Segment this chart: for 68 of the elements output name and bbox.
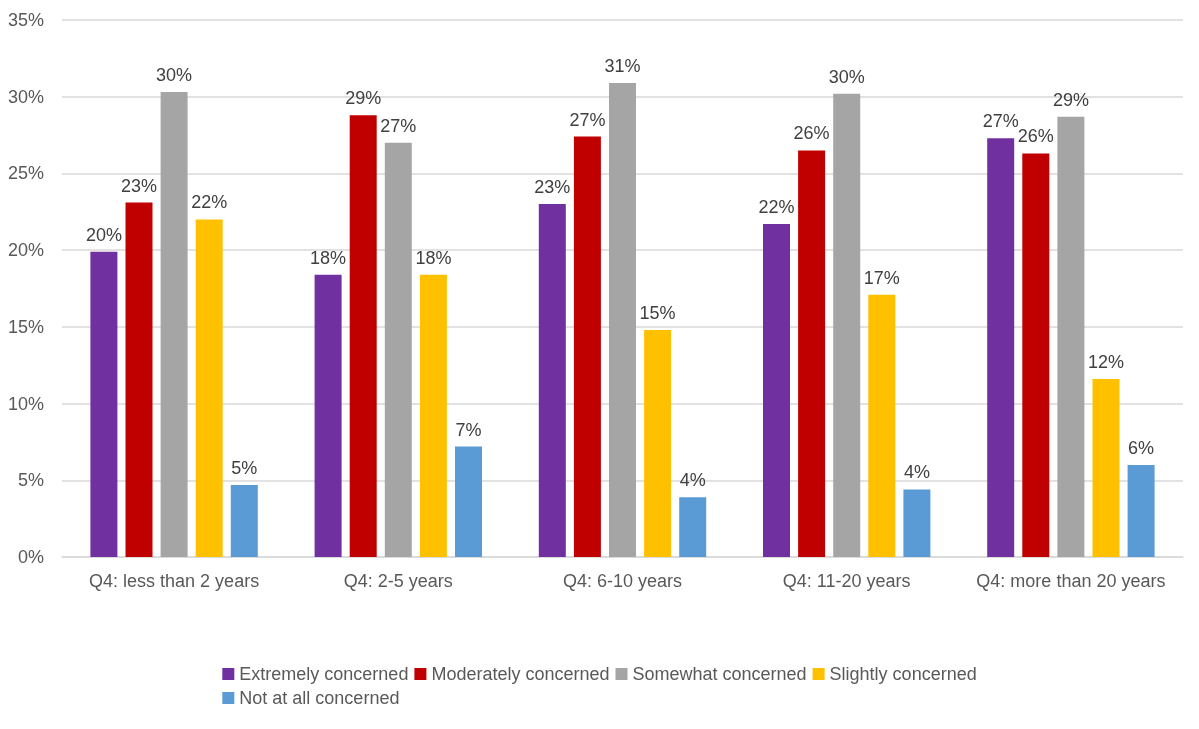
data-label: 6% [1128, 437, 1155, 458]
data-label: 30% [828, 66, 865, 87]
legend-label: Somewhat concerned [632, 664, 807, 684]
bar [1092, 379, 1120, 557]
y-tick-label: 5% [17, 470, 44, 491]
data-label: 27% [569, 109, 606, 130]
y-tick-label: 30% [7, 86, 44, 107]
bar [230, 484, 258, 557]
data-label: 22% [191, 192, 228, 213]
x-tick-label: Q4: 6-10 years [562, 571, 683, 591]
bar [419, 274, 447, 557]
bar [868, 294, 896, 557]
x-tick-label: Q4: 11-20 years [782, 571, 911, 591]
bar [1057, 116, 1085, 557]
bar [90, 251, 118, 557]
data-label: 27% [380, 115, 417, 136]
bar [1127, 464, 1155, 557]
data-label: 30% [156, 65, 193, 86]
bar [384, 142, 412, 557]
bar [1022, 153, 1050, 557]
data-label: 22% [758, 197, 795, 218]
bar [833, 93, 861, 557]
bar [609, 82, 636, 557]
legend-label: Not at all concerned [239, 688, 400, 708]
bar [455, 446, 482, 557]
bar [644, 329, 672, 557]
data-label: 4% [679, 470, 706, 491]
data-label: 29% [1052, 89, 1089, 110]
data-label: 29% [345, 88, 382, 109]
x-tick-label: Q4: less than 2 years [89, 571, 260, 591]
data-label: 15% [639, 302, 676, 323]
bar [195, 219, 223, 557]
legend-label: Moderately concerned [431, 664, 610, 684]
x-tick-label: Q4: 2-5 years [343, 571, 453, 591]
bar [314, 274, 342, 557]
bar [573, 136, 601, 557]
y-tick-label: 35% [7, 10, 44, 30]
data-label: 12% [1087, 352, 1125, 373]
legend-label: Slightly concerned [829, 664, 977, 684]
data-label: 18% [415, 247, 452, 268]
data-label: 18% [310, 247, 347, 268]
bar [125, 202, 153, 557]
y-tick-label: 0% [17, 547, 44, 567]
data-label: 17% [863, 267, 900, 288]
bar [763, 224, 790, 557]
data-label: 4% [903, 462, 930, 483]
data-label: 20% [85, 224, 122, 245]
bar [538, 204, 566, 557]
data-label: 23% [534, 177, 571, 198]
data-label: 7% [455, 419, 482, 440]
data-label: 5% [231, 457, 258, 478]
bar [798, 150, 826, 557]
y-tick-label: 15% [7, 316, 44, 337]
data-label: 27% [982, 111, 1019, 132]
data-label: 26% [1017, 126, 1054, 147]
bar [903, 489, 931, 557]
bar [160, 92, 188, 557]
bar [349, 115, 377, 557]
legend-label: Extremely concerned [239, 664, 409, 684]
bar [679, 497, 707, 557]
x-tick-label: Q4: more than 20 years [976, 571, 1166, 591]
data-label: 26% [793, 123, 830, 144]
y-tick-label: 25% [7, 163, 44, 184]
data-label: 23% [120, 175, 158, 196]
y-tick-label: 10% [7, 393, 44, 414]
data-label: 31% [604, 55, 641, 76]
bar [987, 138, 1015, 557]
y-tick-label: 20% [7, 240, 44, 261]
